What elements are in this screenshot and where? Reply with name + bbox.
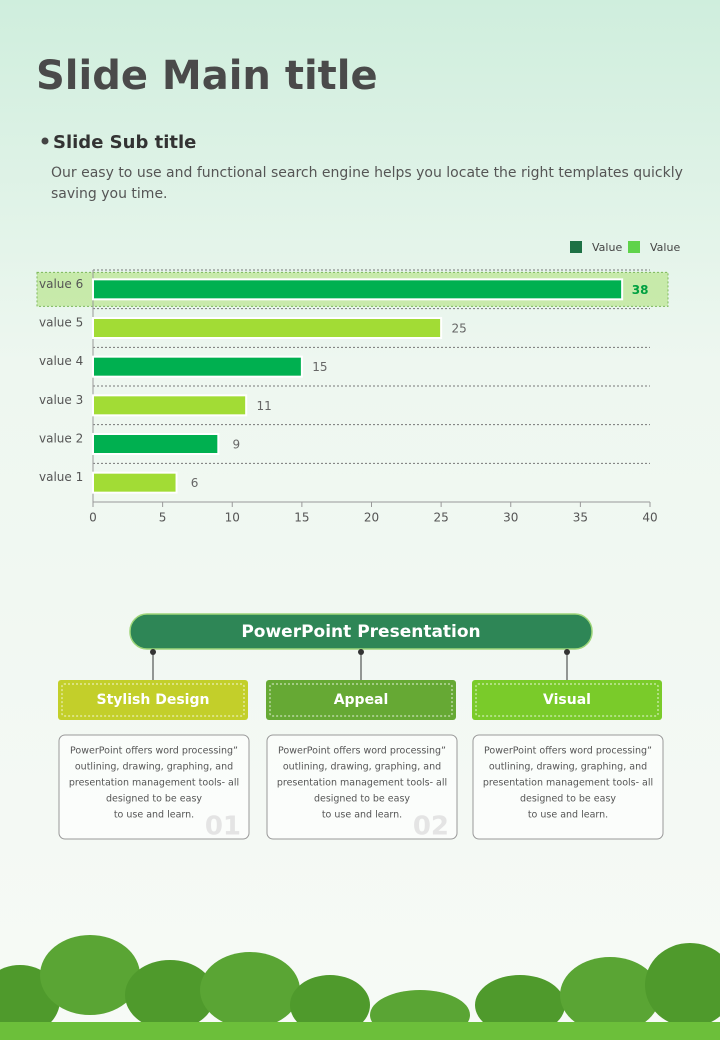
connector-dot bbox=[150, 649, 156, 655]
connector-dot bbox=[358, 649, 364, 655]
main-title: Slide Main title bbox=[36, 53, 378, 99]
item-box bbox=[266, 680, 456, 720]
x-tick-label: 15 bbox=[294, 511, 309, 525]
bar bbox=[92, 278, 624, 301]
diagram: PowerPoint Presentation Stylish Design 01 P… bbox=[58, 613, 664, 842]
category-label: value 4 bbox=[39, 354, 83, 368]
bar bbox=[92, 471, 178, 494]
category-label: value 2 bbox=[39, 432, 83, 446]
chart: 0 5 10 15 20 25 30 35 40 value 1 6 value 2 9 value 3 1… bbox=[36, 241, 680, 525]
x-tick-label: 0 bbox=[89, 511, 97, 525]
item-text: PowerPoint offers word processing” bbox=[278, 746, 446, 757]
item-title: Visual bbox=[543, 692, 591, 708]
item-border bbox=[61, 683, 245, 717]
description: saving you time. bbox=[51, 186, 168, 202]
header-label: PowerPoint Presentation bbox=[241, 622, 480, 642]
legend-swatch bbox=[570, 241, 582, 253]
item-text: designed to be easy bbox=[106, 794, 202, 805]
connector-dot bbox=[564, 649, 570, 655]
value-label: 9 bbox=[233, 438, 241, 452]
bar bbox=[92, 394, 248, 417]
item-text: PowerPoint offers word processing” bbox=[484, 746, 652, 757]
item-number: 02 bbox=[413, 812, 449, 842]
item-number: 01 bbox=[205, 812, 241, 842]
value-label: 38 bbox=[632, 283, 649, 297]
x-tick-label: 35 bbox=[573, 511, 588, 525]
item-border bbox=[475, 683, 659, 717]
item-text: to use and learn. bbox=[528, 810, 608, 821]
bar bbox=[92, 317, 443, 339]
bar bbox=[92, 433, 220, 455]
legend-swatch bbox=[628, 241, 640, 253]
item-text: outlining, drawing, graphing, and bbox=[75, 762, 233, 773]
item-text: presentation management tools- all bbox=[483, 778, 653, 789]
x-tick-label: 40 bbox=[642, 511, 657, 525]
category-label: value 6 bbox=[39, 277, 83, 291]
x-tick-label: 25 bbox=[433, 511, 448, 525]
text-box bbox=[58, 734, 250, 840]
x-tick-label: 30 bbox=[503, 511, 518, 525]
legend-label: Value bbox=[650, 241, 680, 254]
category-label: value 5 bbox=[39, 316, 83, 330]
x-tick-label: 5 bbox=[159, 511, 167, 525]
item-text: PowerPoint offers word processing” bbox=[70, 746, 238, 757]
value-label: 25 bbox=[451, 322, 466, 336]
value-label: 11 bbox=[257, 399, 272, 413]
x-tick-label: 20 bbox=[364, 511, 379, 525]
item-text: outlining, drawing, graphing, and bbox=[489, 762, 647, 773]
text-box bbox=[266, 734, 458, 840]
item-box bbox=[58, 680, 248, 720]
item-title: Stylish Design bbox=[97, 692, 210, 708]
item-text: presentation management tools- all bbox=[277, 778, 447, 789]
category-label: value 1 bbox=[39, 470, 83, 484]
value-label: 15 bbox=[312, 360, 327, 374]
item-text: designed to be easy bbox=[314, 794, 410, 805]
item-title: Appeal bbox=[334, 692, 389, 708]
item-text: designed to be easy bbox=[520, 794, 616, 805]
item-text: outlining, drawing, graphing, and bbox=[283, 762, 441, 773]
item-border bbox=[269, 683, 453, 717]
subtitle: Slide Sub title bbox=[53, 132, 196, 153]
bullet bbox=[41, 137, 49, 145]
description: Our easy to use and functional search en… bbox=[51, 165, 683, 181]
category-label: value 3 bbox=[39, 393, 83, 407]
item-text: presentation management tools- all bbox=[69, 778, 239, 789]
trees bbox=[0, 935, 720, 1040]
item-box bbox=[472, 680, 662, 720]
item-text: to use and learn. bbox=[114, 810, 194, 821]
value-label: 6 bbox=[191, 476, 199, 490]
text-box bbox=[472, 734, 664, 840]
bar bbox=[92, 355, 303, 378]
item-text: to use and learn. bbox=[322, 810, 402, 821]
legend-label: Value bbox=[592, 241, 622, 254]
x-tick-label: 10 bbox=[225, 511, 240, 525]
